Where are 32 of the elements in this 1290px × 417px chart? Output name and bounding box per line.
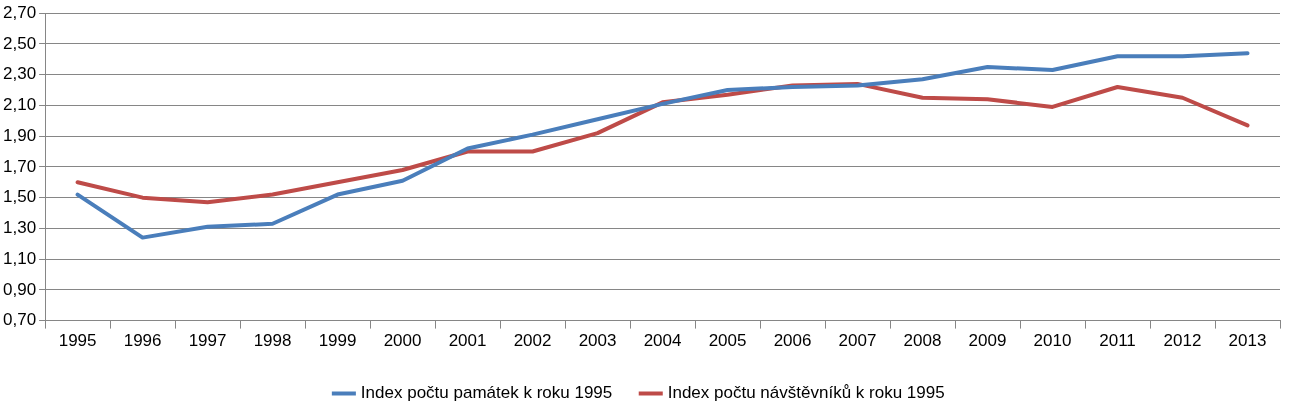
x-tick-label: 2007 xyxy=(838,331,877,351)
x-tick-label: 1996 xyxy=(123,331,162,351)
x-tick-label: 1998 xyxy=(253,331,292,351)
x-tick-label: 2000 xyxy=(383,331,422,351)
x-tick-label: 2010 xyxy=(1033,331,1072,351)
y-tick-label: 0,70 xyxy=(2,310,37,330)
x-tick-label: 2003 xyxy=(578,331,617,351)
x-tick-label: 2001 xyxy=(448,331,487,351)
y-tick-label: 1,10 xyxy=(2,248,37,268)
x-tick-label: 2005 xyxy=(708,331,747,351)
legend-label: Index počtu památek k roku 1995 xyxy=(360,383,613,403)
y-tick-label: 2,30 xyxy=(2,64,37,84)
x-tick-label: 2002 xyxy=(513,331,552,351)
y-tick-label: 2,10 xyxy=(2,95,37,115)
x-tick-label: 2009 xyxy=(968,331,1007,351)
x-tick-label: 2006 xyxy=(773,331,812,351)
legend-label: Index počtu návštěvníků k roku 1995 xyxy=(667,383,945,403)
x-tick-label: 1997 xyxy=(188,331,227,351)
x-tick-label: 1995 xyxy=(58,331,97,351)
x-tick-label: 2013 xyxy=(1228,331,1267,351)
y-tick-label: 1,50 xyxy=(2,187,37,207)
y-tick-label: 1,70 xyxy=(2,156,37,176)
x-tick-label: 2012 xyxy=(1163,331,1202,351)
x-tick-label: 2004 xyxy=(643,331,682,351)
x-tick-label: 2011 xyxy=(1099,331,1136,351)
y-tick-label: 2,50 xyxy=(2,33,37,53)
x-tick-label: 2008 xyxy=(903,331,942,351)
y-tick-label: 1,90 xyxy=(2,125,37,145)
y-tick-label: 0,90 xyxy=(2,279,37,299)
y-tick-label: 1,30 xyxy=(2,218,37,238)
x-tick-label: 1999 xyxy=(318,331,357,351)
y-tick-label: 2,70 xyxy=(2,2,37,22)
